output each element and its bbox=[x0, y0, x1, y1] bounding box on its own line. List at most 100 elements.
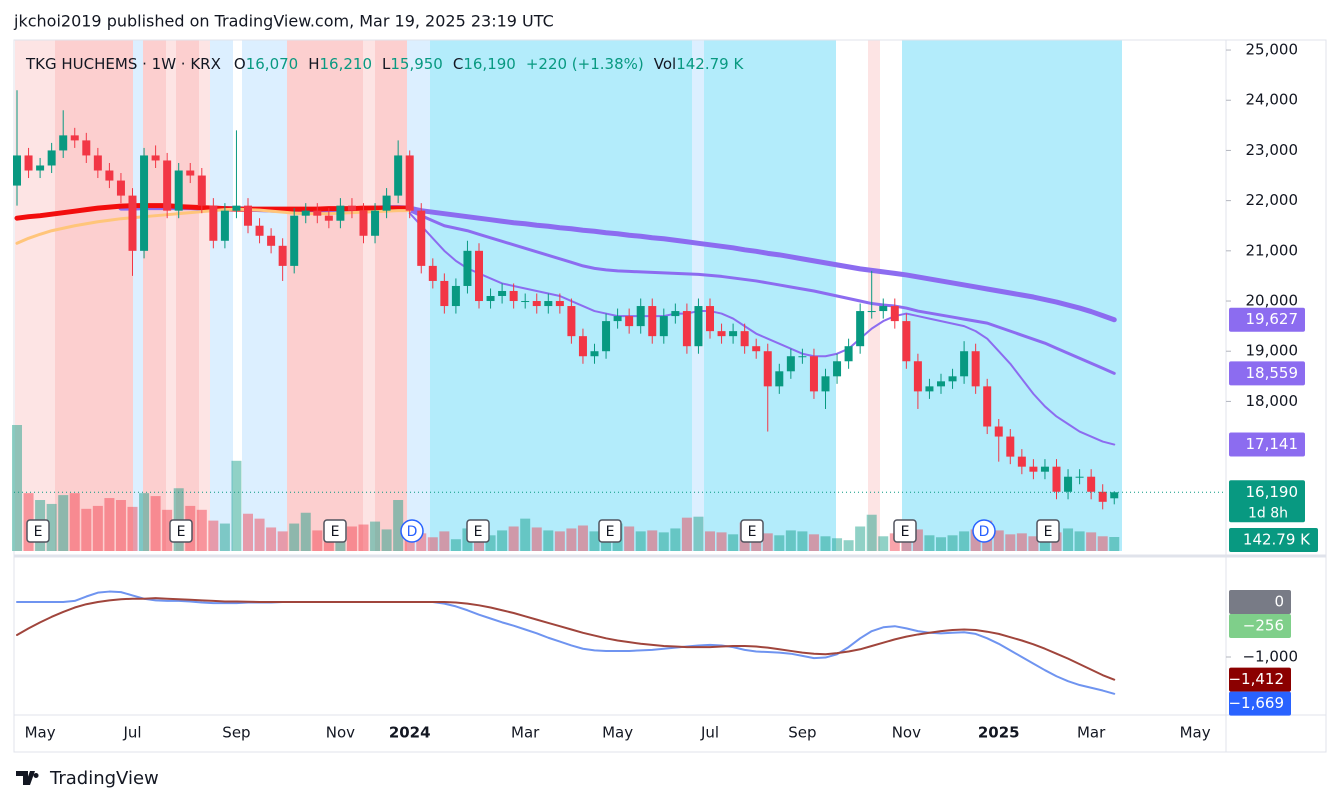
brand: TradingView bbox=[49, 768, 159, 789]
volume-tag-label: 142.79 K bbox=[1243, 531, 1311, 549]
volume-bar bbox=[762, 533, 773, 551]
candle-body bbox=[93, 155, 102, 171]
macd-tag-label: −256 bbox=[1243, 617, 1284, 635]
event-marker bbox=[169, 519, 193, 543]
candle-body bbox=[902, 321, 911, 362]
volume-bar bbox=[774, 535, 785, 551]
macd-line bbox=[16, 597, 1116, 681]
volume-bar bbox=[46, 503, 57, 551]
candle-body bbox=[24, 155, 33, 171]
legend-value: 15,950 bbox=[390, 55, 443, 73]
price-tag-label: 18,559 bbox=[1246, 364, 1299, 382]
session-band bbox=[15, 40, 55, 551]
volume-bar bbox=[450, 539, 461, 551]
x-tick-label: May bbox=[1180, 724, 1211, 742]
time-axis-bg bbox=[1227, 716, 1325, 751]
volume-bar bbox=[485, 535, 496, 551]
volume-bar bbox=[878, 536, 889, 551]
candle-body bbox=[186, 170, 195, 176]
macd-tag bbox=[1229, 614, 1291, 639]
volume-bar bbox=[716, 532, 727, 551]
volume-bar bbox=[393, 500, 404, 551]
candle-body bbox=[498, 290, 507, 297]
session-band bbox=[375, 40, 407, 551]
session-band bbox=[407, 40, 430, 551]
volume-bar bbox=[381, 529, 392, 551]
volume-bar bbox=[497, 530, 508, 551]
volume-bar bbox=[728, 534, 739, 551]
event-label: E bbox=[474, 524, 483, 540]
volume-bar bbox=[993, 530, 1004, 551]
candle-body bbox=[613, 316, 622, 322]
volume-bar bbox=[139, 493, 150, 551]
candle-body bbox=[1087, 476, 1096, 492]
candle-body bbox=[590, 351, 599, 357]
candle-body bbox=[786, 356, 795, 372]
candle-body bbox=[555, 301, 564, 307]
candle-body bbox=[359, 210, 368, 236]
candle-body bbox=[428, 265, 437, 281]
x-tick-label: Sep bbox=[788, 724, 816, 742]
session-band bbox=[287, 40, 340, 551]
candle-body bbox=[648, 306, 657, 337]
candle-body bbox=[856, 311, 865, 347]
macd-tag-label: −1,669 bbox=[1228, 694, 1284, 712]
volume-bar bbox=[681, 517, 692, 551]
candle-body bbox=[13, 155, 21, 186]
candle-body bbox=[521, 301, 530, 303]
candle-body bbox=[174, 170, 183, 211]
candle-body bbox=[717, 331, 726, 337]
candle-body bbox=[740, 331, 749, 347]
volume-bar bbox=[589, 531, 600, 551]
candle-body bbox=[278, 245, 287, 266]
candle-body bbox=[1006, 436, 1015, 457]
volume-bar bbox=[658, 532, 669, 551]
candle-body bbox=[960, 351, 969, 377]
price-tag bbox=[1229, 361, 1305, 386]
session-band bbox=[704, 40, 836, 551]
volume-bar bbox=[635, 531, 646, 551]
volume-bar bbox=[127, 506, 138, 551]
candle-body bbox=[451, 285, 460, 307]
candle-body bbox=[382, 195, 391, 211]
candle-body bbox=[682, 311, 691, 347]
candle-body bbox=[544, 301, 553, 307]
session-band bbox=[55, 40, 133, 551]
candle-body bbox=[578, 336, 587, 357]
volume-bar bbox=[843, 540, 854, 551]
candle-body bbox=[140, 155, 149, 251]
publisher: jkchoi2019 published on TradingView.com,… bbox=[13, 12, 554, 31]
y-tick-label: 20,000 bbox=[1246, 292, 1299, 310]
candle-body bbox=[729, 331, 738, 337]
volume-bar bbox=[947, 535, 958, 551]
y-tick-label: 18,000 bbox=[1246, 392, 1299, 410]
volume-bar bbox=[370, 521, 381, 551]
volume-bar bbox=[231, 460, 242, 551]
volume-bar bbox=[254, 518, 265, 551]
volume-bar bbox=[566, 528, 577, 551]
candle-body bbox=[324, 215, 333, 221]
candle-body bbox=[440, 280, 449, 307]
x-tick-label: Nov bbox=[326, 724, 355, 742]
volume-bar bbox=[346, 526, 357, 551]
event-label: E bbox=[606, 524, 615, 540]
volume-bar bbox=[912, 529, 923, 551]
candle-body bbox=[336, 205, 345, 221]
candle-body bbox=[70, 135, 79, 141]
legend-symbol: TKG HUCHEMS · 1W · KRX bbox=[25, 55, 221, 73]
countdown: 1d 8h bbox=[1248, 505, 1288, 521]
candle-body bbox=[371, 210, 380, 236]
candle-body bbox=[1052, 466, 1061, 492]
volume-bar bbox=[866, 514, 877, 551]
candle-body bbox=[1017, 456, 1026, 467]
volume-bar bbox=[277, 531, 288, 551]
volume-bar bbox=[416, 533, 427, 551]
session-band bbox=[692, 40, 704, 551]
candle-body bbox=[844, 346, 853, 362]
candle-body bbox=[994, 426, 1003, 437]
volume-bar bbox=[970, 529, 981, 551]
macd-tag-label: −1,412 bbox=[1228, 670, 1284, 688]
event-marker bbox=[740, 519, 764, 543]
candle-body bbox=[1110, 492, 1119, 499]
